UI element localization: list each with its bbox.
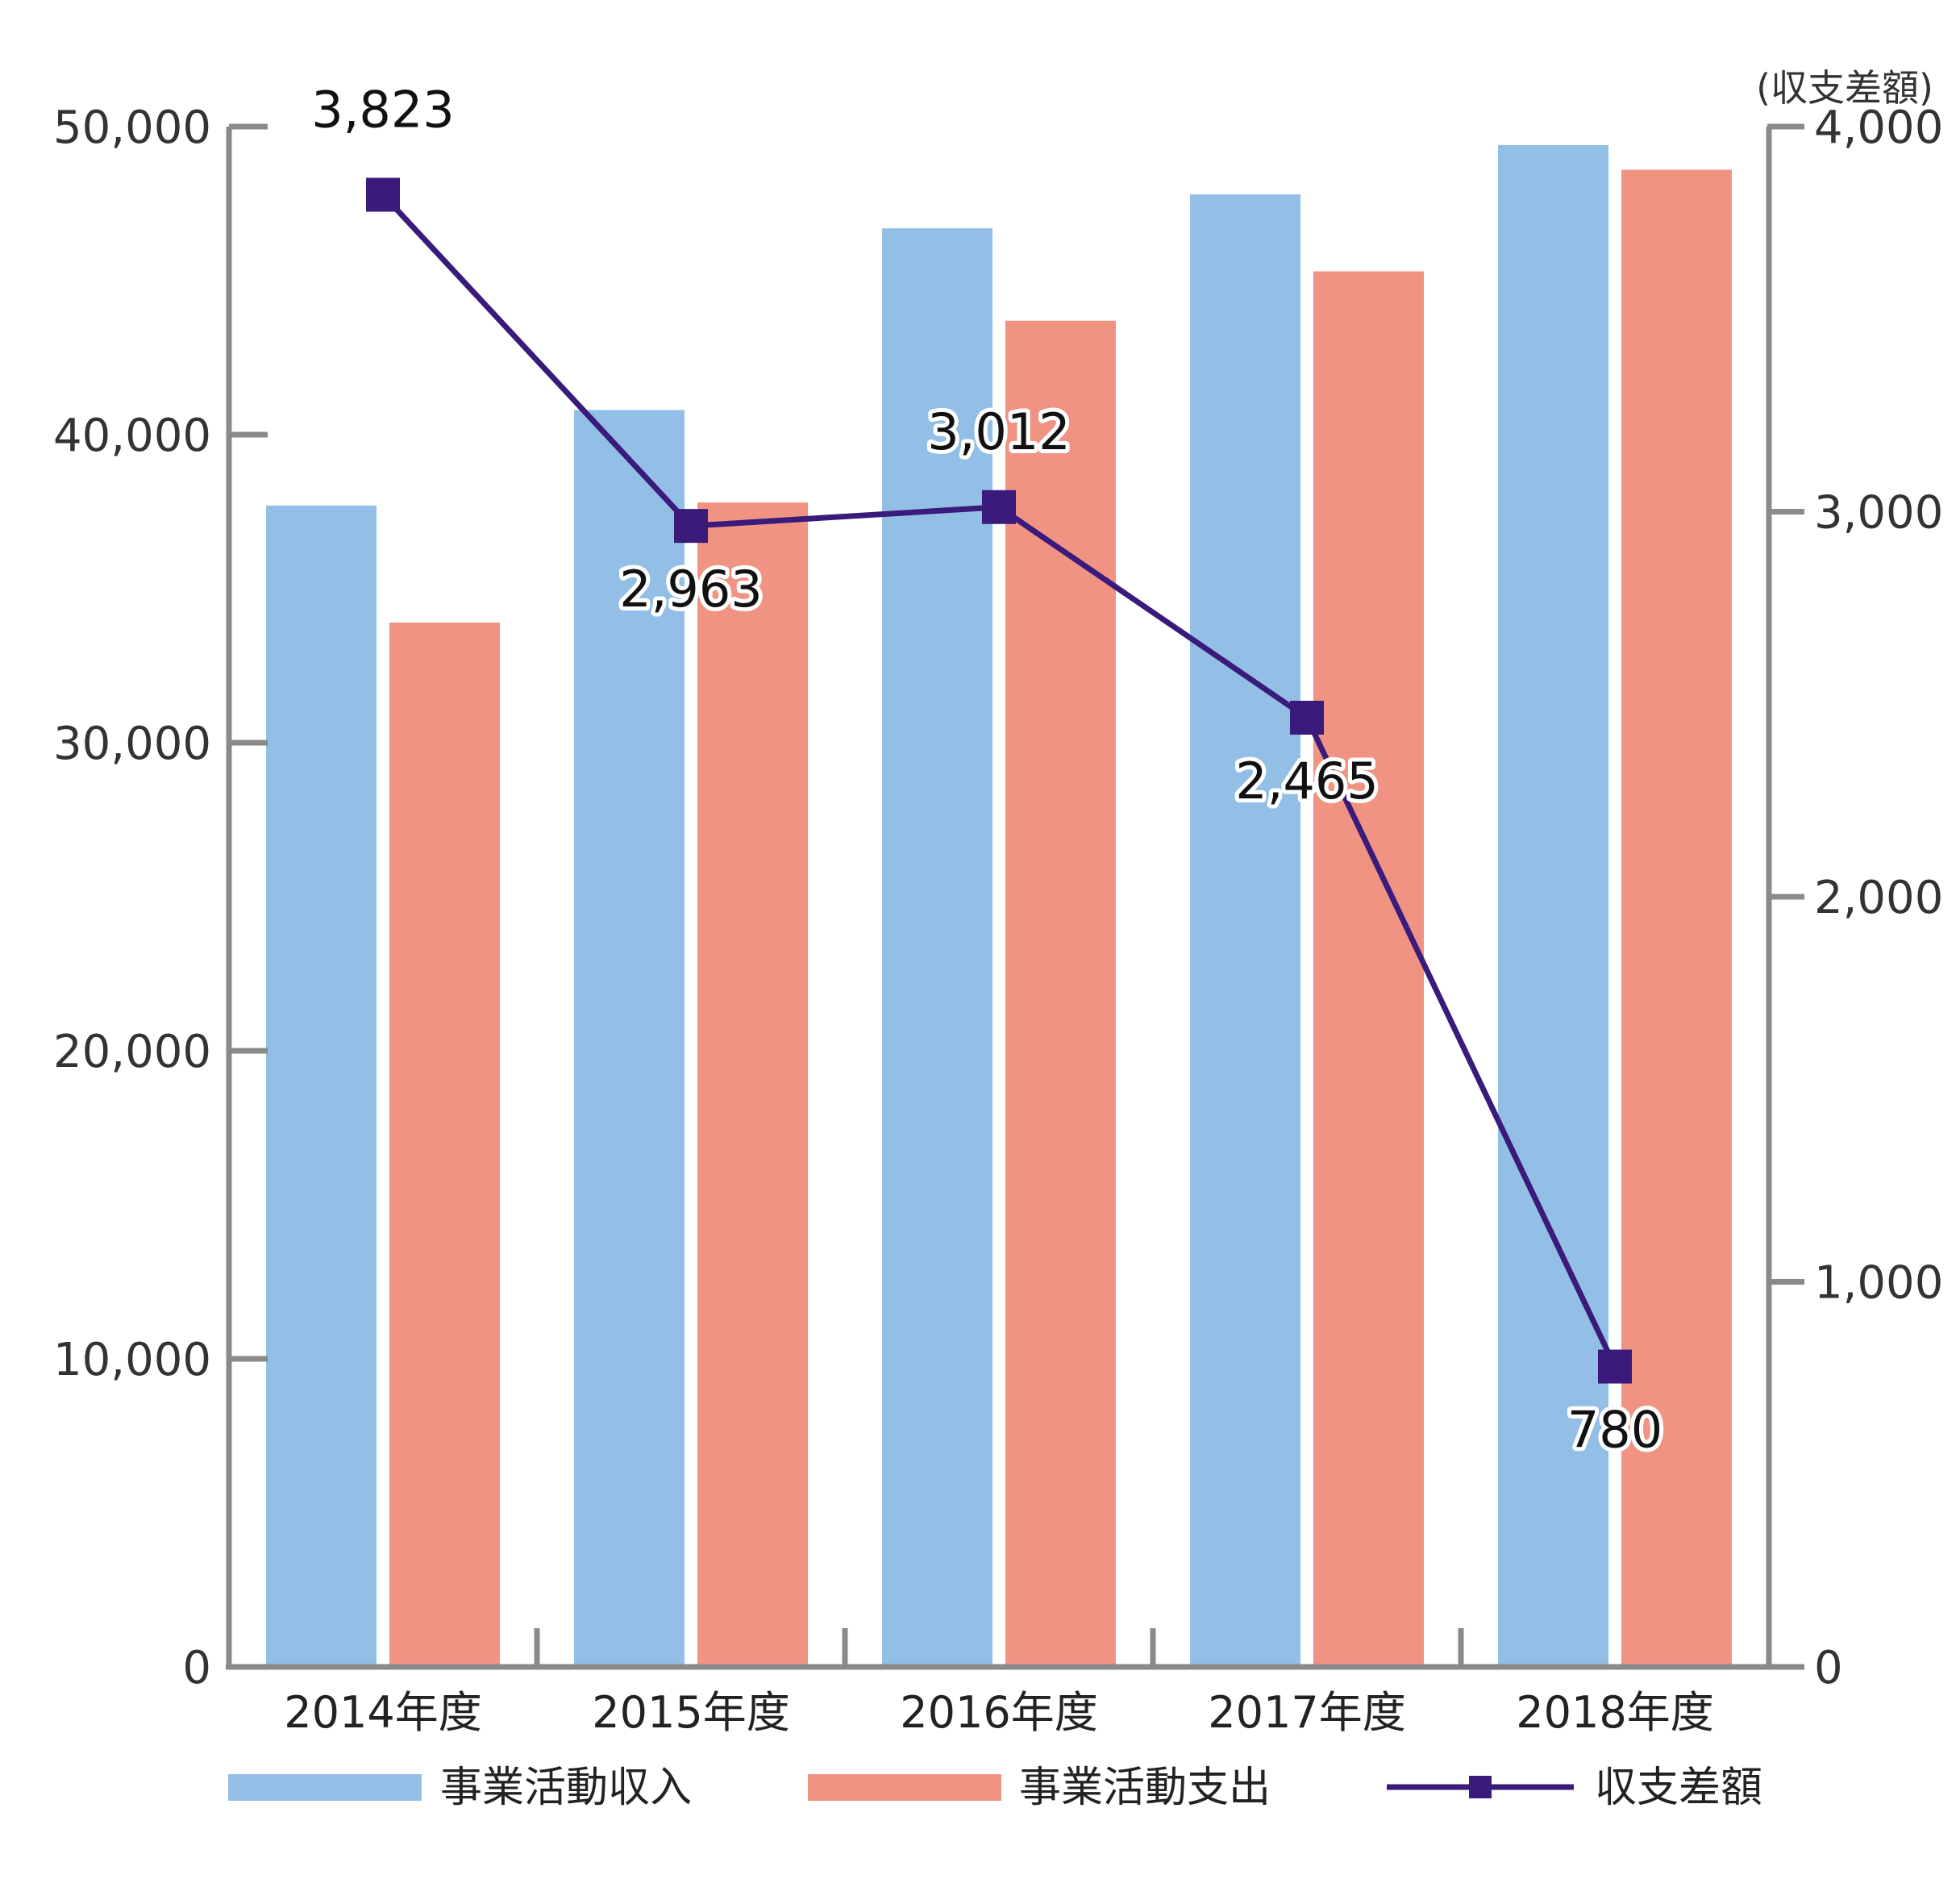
left-tick-label: 0 bbox=[182, 1642, 211, 1694]
category-label: 2017年度 bbox=[1208, 1687, 1405, 1738]
bar-expense-2 bbox=[697, 502, 808, 1667]
balance-data-label-3: 3,012 bbox=[927, 402, 1071, 461]
right-axis-unit-label: (収支差額) bbox=[1756, 66, 1933, 110]
bar-income-4 bbox=[1190, 194, 1300, 1667]
legend-swatch-expense bbox=[808, 1774, 1001, 1801]
left-tick-label: 50,000 bbox=[53, 102, 211, 154]
right-tick-label: 0 bbox=[1814, 1642, 1843, 1694]
category-label: 2018年度 bbox=[1516, 1687, 1713, 1738]
tick-group: 0 10,000 20,000 30,000 40,000 50,000 0 1,000 2,0… bbox=[53, 102, 1943, 1738]
right-tick-label: 1,000 bbox=[1814, 1257, 1943, 1310]
balance-data-label-4: 2,465 bbox=[1235, 752, 1379, 810]
right-tick-label: 3,000 bbox=[1814, 487, 1943, 540]
bar-expense-5 bbox=[1621, 169, 1732, 1667]
bar-group bbox=[266, 144, 1732, 1668]
legend-swatch-income bbox=[228, 1774, 422, 1801]
left-tick-label: 30,000 bbox=[53, 718, 211, 770]
balance-marker-5 bbox=[1598, 1349, 1632, 1384]
balance-marker-3 bbox=[982, 490, 1016, 524]
right-tick-label: 4,000 bbox=[1814, 102, 1943, 154]
legend-marker-balance bbox=[1469, 1776, 1492, 1798]
left-tick-label: 40,000 bbox=[53, 410, 211, 462]
right-tick-label: 2,000 bbox=[1814, 872, 1943, 924]
balance-marker-2 bbox=[674, 509, 708, 544]
bar-income-3 bbox=[882, 228, 992, 1668]
balance-line bbox=[381, 193, 1618, 1369]
legend-label-expense: 事業活動支出 bbox=[1019, 1764, 1271, 1812]
category-label: 2014年度 bbox=[284, 1687, 481, 1738]
balance-data-label-5: 780 bbox=[1567, 1401, 1662, 1460]
left-tick-label: 20,000 bbox=[53, 1026, 211, 1078]
legend-label-income: 事業活動収入 bbox=[440, 1764, 692, 1812]
bar-income-2 bbox=[574, 410, 685, 1667]
line-series-group: 3,823 2,963 3,012 2,465 780 bbox=[307, 77, 1667, 1464]
legend-label-balance: 収支差額 bbox=[1595, 1764, 1762, 1812]
bar-expense-3 bbox=[1005, 320, 1116, 1668]
bar-expense-4 bbox=[1313, 271, 1424, 1667]
balance-marker-1 bbox=[366, 177, 400, 212]
balance-marker-4 bbox=[1290, 700, 1324, 735]
bar-expense-1 bbox=[389, 623, 500, 1667]
bar-income-5 bbox=[1498, 144, 1608, 1667]
legend: 事業活動収入 事業活動支出 収支差額 bbox=[228, 1764, 1762, 1812]
balance-data-label-2: 2,963 bbox=[619, 560, 763, 619]
category-label: 2015年度 bbox=[592, 1687, 789, 1738]
left-tick-label: 10,000 bbox=[53, 1334, 211, 1386]
bar-income-1 bbox=[266, 505, 377, 1667]
balance-data-label-1: 3,823 bbox=[311, 81, 455, 140]
category-label: 2016年度 bbox=[900, 1687, 1097, 1738]
